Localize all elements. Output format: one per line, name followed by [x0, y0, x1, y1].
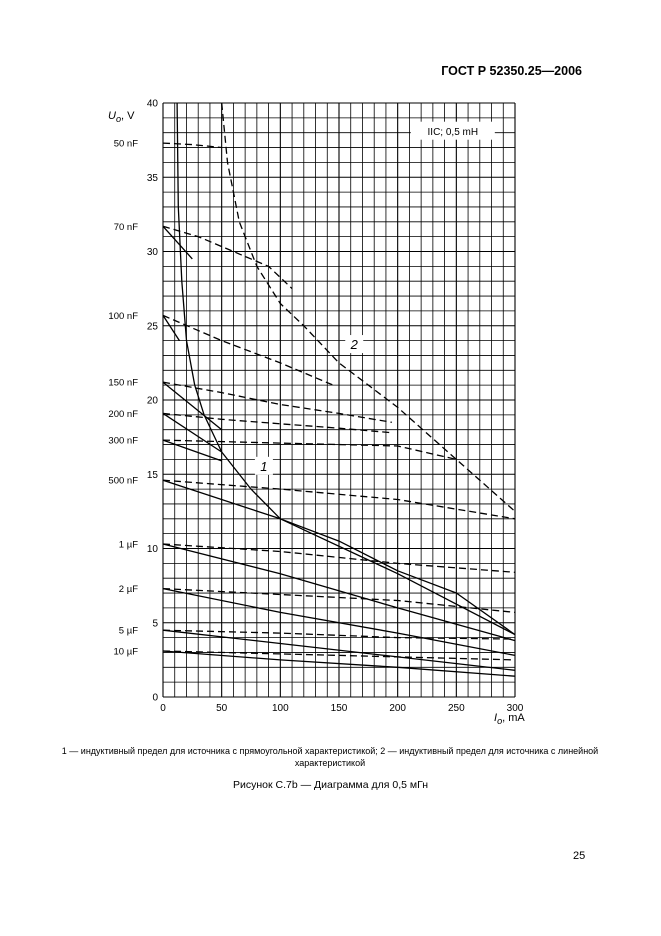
x-tick-label: 250 — [448, 703, 465, 714]
series-line — [162, 650, 516, 661]
capacitance-label: 70 nF — [114, 222, 138, 233]
page-number: 25 — [573, 850, 586, 862]
capacitance-label: 50 nF — [114, 139, 138, 150]
series-line — [162, 412, 392, 434]
y-tick-label: 30 — [147, 247, 159, 258]
series-line — [162, 439, 222, 462]
y-tick-label: 5 — [152, 618, 158, 629]
series-line — [162, 439, 457, 461]
annotation-text: IIC; 0,5 mH — [428, 127, 479, 138]
curve-label-box — [254, 456, 273, 475]
y-tick-label: 40 — [147, 99, 159, 110]
y-tick-label: 0 — [152, 693, 158, 704]
curve-label: 1 — [260, 459, 267, 474]
capacitance-label: 300 nF — [108, 436, 138, 447]
capacitance-label: 100 nF — [108, 311, 138, 322]
document-id: ГОСТ Р 52350.25—2006 — [441, 64, 582, 78]
series-line — [176, 102, 516, 636]
series-line — [162, 587, 516, 657]
series-line — [162, 629, 516, 671]
x-tick-label: 0 — [160, 703, 166, 714]
x-tick-label: 50 — [216, 703, 228, 714]
figure-caption: Рисунок С.7b — Диаграмма для 0,5 мГн — [232, 779, 429, 791]
y-tick-label: 35 — [147, 173, 159, 184]
curve-label-box — [345, 335, 364, 354]
series-line — [162, 315, 180, 341]
x-tick-label: 200 — [389, 703, 406, 714]
series-line — [162, 479, 516, 520]
capacitance-label: 10 µF — [114, 646, 139, 657]
capacitance-label: 150 nF — [108, 378, 138, 389]
legend-note-line2: характеристикой — [294, 758, 366, 768]
series-line — [221, 102, 516, 512]
x-axis-symbol: I — [494, 712, 498, 724]
x-axis-label: Io, mA — [494, 712, 525, 726]
series-line — [162, 314, 334, 386]
series-line — [162, 142, 222, 149]
annotation-box — [410, 121, 495, 140]
series-line — [162, 225, 293, 290]
y-tick-label: 25 — [147, 321, 159, 332]
series-line — [162, 412, 223, 453]
series-line — [162, 479, 516, 636]
y-axis-sub: o — [115, 114, 122, 125]
x-tick-label: 100 — [272, 703, 289, 714]
curve-label: 2 — [350, 337, 359, 352]
y-axis-label: Uo, V — [108, 110, 135, 124]
y-axis-unit: , V — [121, 110, 135, 122]
x-tick-label: 150 — [331, 703, 348, 714]
series-line — [162, 629, 516, 640]
series-line — [162, 543, 516, 573]
series-line — [162, 381, 223, 431]
y-tick-label: 20 — [147, 396, 159, 407]
series-line — [162, 225, 193, 260]
capacitance-label: 500 nF — [108, 476, 138, 487]
y-tick-label: 15 — [147, 470, 159, 481]
series-line — [162, 587, 516, 614]
capacitance-label: 200 nF — [108, 409, 138, 420]
x-axis-unit: , mA — [502, 712, 525, 724]
legend-note-line1: 1 — индуктивный предел для источника с п… — [61, 746, 599, 756]
capacitance-label: 5 µF — [119, 626, 138, 637]
y-axis-symbol: U — [108, 110, 116, 122]
legend-note: 1 — индуктивный предел для источника с п… — [50, 745, 610, 769]
capacitance-label: 1 µF — [119, 540, 138, 551]
x-tick-label: 300 — [507, 703, 524, 714]
x-axis-sub: o — [497, 716, 503, 727]
series-line — [162, 543, 516, 642]
series-line — [162, 381, 392, 423]
series-line — [162, 650, 516, 677]
y-tick-label: 10 — [147, 544, 159, 555]
capacitance-label: 2 µF — [119, 584, 138, 595]
